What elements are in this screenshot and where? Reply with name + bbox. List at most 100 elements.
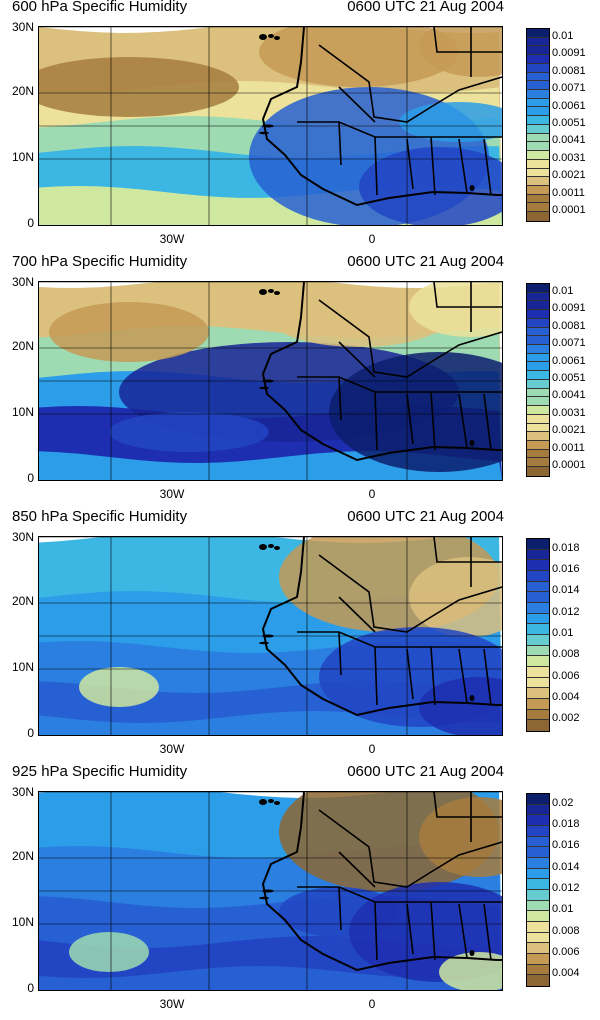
country-border <box>433 537 502 563</box>
country-border <box>374 136 378 196</box>
island <box>274 36 280 40</box>
colorbar-swatch <box>527 570 549 582</box>
colorbar-swatch <box>527 81 549 91</box>
colorbar-label: 0.012 <box>552 605 580 618</box>
colorbar-swatch <box>527 602 549 614</box>
island <box>274 801 280 805</box>
colorbar-swatch <box>527 794 549 805</box>
colorbar-swatch <box>527 98 549 108</box>
latitude-label: 20N <box>11 84 34 98</box>
colorbar-label: 0.008 <box>552 924 580 937</box>
colorbar <box>526 283 550 477</box>
colorbar-swatch <box>527 815 549 826</box>
humidity-cell <box>409 282 502 337</box>
colorbar-swatch <box>527 624 549 635</box>
country-border <box>318 299 502 378</box>
country-border <box>338 631 342 676</box>
colorbar-swatch <box>527 133 549 143</box>
colorbar-swatch <box>527 292 549 302</box>
coastline <box>261 792 502 972</box>
colorbar-swatch <box>527 37 549 47</box>
colorbar-swatch <box>527 953 549 965</box>
colorbar-swatch <box>527 964 549 976</box>
humidity-cell <box>329 352 502 472</box>
humidity-band <box>39 966 502 990</box>
country-border <box>318 554 502 633</box>
colorbar-swatch <box>527 656 549 667</box>
longitude-label: 0 <box>368 997 376 1011</box>
colorbar-label: 0.0051 <box>552 372 586 384</box>
colorbar-label: 0.0031 <box>552 406 586 419</box>
colorbar-swatch <box>527 46 549 56</box>
longitude-label: 30W <box>159 742 185 756</box>
country-border <box>406 903 414 955</box>
colorbar-swatch <box>527 458 549 468</box>
colorbar <box>526 538 550 732</box>
colorbar-swatch <box>527 900 549 912</box>
country-border <box>430 391 436 451</box>
panel-title: 700 hPa Specific Humidity <box>12 253 188 270</box>
humidity-cell <box>79 667 159 707</box>
island <box>274 291 280 295</box>
colorbar-swatch <box>527 124 549 134</box>
latitude-label: 20N <box>11 594 34 608</box>
island <box>262 124 274 128</box>
panel-0: 600 hPa Specific Humidity 0600 UTC 21 Aug… <box>0 0 600 255</box>
colorbar-swatch <box>527 645 549 657</box>
colorbar-label: 0.012 <box>552 882 580 894</box>
colorbar-swatch <box>527 63 549 73</box>
colorbar-swatch <box>527 379 549 389</box>
colorbar-swatch <box>527 29 549 38</box>
panel-title: 925 hPa Specific Humidity <box>12 763 188 780</box>
latitude-label: 30N <box>11 275 34 289</box>
humidity-cell <box>419 677 502 735</box>
country-border <box>433 27 502 53</box>
colorbar-swatch <box>527 677 549 689</box>
longitude-label: 0 <box>368 232 376 246</box>
colorbar-swatch <box>527 868 549 880</box>
humidity-field <box>39 537 502 735</box>
humidity-field <box>39 27 502 225</box>
colorbar-label: 0.02 <box>552 796 574 809</box>
humidity-cell <box>39 57 239 117</box>
colorbar-label: 0.014 <box>552 584 580 597</box>
colorbar-swatch <box>527 168 549 178</box>
colorbar-swatch <box>527 889 549 901</box>
humidity-cell <box>359 147 502 225</box>
colorbar-swatch <box>527 194 549 204</box>
colorbar-label: 0.0091 <box>552 302 586 315</box>
colorbar-swatch <box>527 825 549 837</box>
longitude-label: 30W <box>159 232 185 246</box>
humidity-cell <box>439 952 502 990</box>
colorbar-swatch <box>527 310 549 319</box>
colorbar <box>526 793 550 987</box>
colorbar-swatch <box>527 371 549 380</box>
colorbar-label: 0.018 <box>552 818 580 830</box>
colorbar-swatch <box>527 549 549 561</box>
country-border <box>458 393 468 449</box>
colorbar-swatch <box>527 634 549 646</box>
island <box>268 34 274 38</box>
island <box>259 896 269 900</box>
colorbar-swatch <box>527 847 549 858</box>
colorbar-swatch <box>527 879 549 890</box>
latitude-label: 10N <box>11 405 34 419</box>
island <box>274 546 280 550</box>
latitude-label: 10N <box>11 660 34 674</box>
humidity-cell <box>109 412 269 452</box>
country-border <box>458 903 468 959</box>
colorbar-swatch <box>527 836 549 848</box>
country-border <box>338 376 342 421</box>
island <box>262 379 274 383</box>
panel-1: 700 hPa Specific Humidity 0600 UTC 21 Aug… <box>0 253 600 510</box>
humidity-field <box>39 282 502 480</box>
country-border <box>483 648 492 706</box>
colorbar-label: 0.006 <box>552 946 580 958</box>
latitude-label: 30N <box>11 785 34 799</box>
colorbar-swatch <box>527 388 549 398</box>
colorbar-label: 0.0011 <box>552 441 585 454</box>
colorbar-swatch <box>527 327 549 337</box>
country-border <box>406 648 414 700</box>
coastline <box>261 282 502 462</box>
country-border <box>433 282 502 308</box>
